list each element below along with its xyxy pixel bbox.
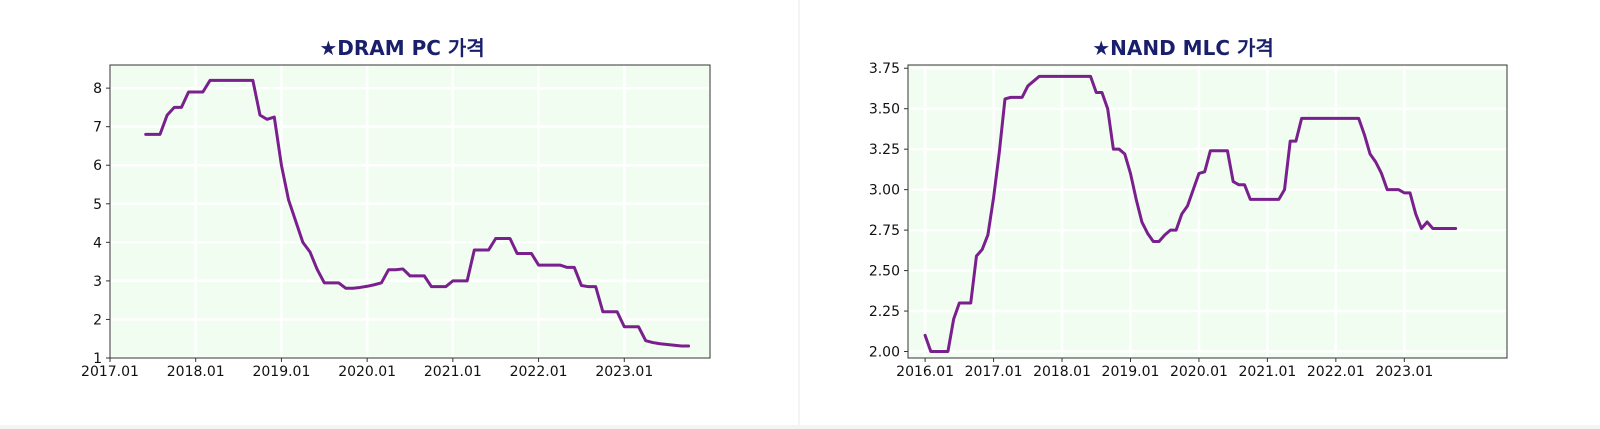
x-tick-label: 2019.01 <box>1102 364 1160 380</box>
chart-title: ★NAND MLC 가격 <box>1092 36 1274 60</box>
x-tick-label: 2022.01 <box>1307 364 1365 380</box>
plot-area <box>908 65 1507 358</box>
y-tick-label: 8 <box>93 81 102 97</box>
y-tick-label: 2.50 <box>869 264 900 280</box>
x-tick-label: 2023.01 <box>595 364 653 380</box>
nand-chart-panel: ★NAND MLC 가격 2.00 2.25 2.50 2.75 3.00 3.25 3.5… <box>800 0 1600 425</box>
y-tick-label: 1 <box>93 351 102 367</box>
x-tick-label: 2020.01 <box>1170 364 1228 380</box>
dram-chart-panel: ★DRAM PC 가격 1 2 3 4 5 6 7 8 2017.01 2018.01 2019.0… <box>0 0 798 425</box>
y-tick-label: 5 <box>93 197 102 213</box>
y-tick-label: 2.00 <box>869 345 900 361</box>
y-tick-label: 2.75 <box>869 223 900 239</box>
dram-price-chart: ★DRAM PC 가격 1 2 3 4 5 6 7 8 2017.01 2018.01 2019.0… <box>81 36 711 380</box>
price-series-line <box>144 78 691 348</box>
x-tick-label: 2016.01 <box>896 364 954 380</box>
chart-title: ★DRAM PC 가격 <box>319 36 484 60</box>
y-tick-label: 3.00 <box>869 183 900 199</box>
x-tick-label: 2019.01 <box>252 364 310 380</box>
y-tick-label: 2.25 <box>869 304 900 320</box>
plot-frame <box>907 64 1508 359</box>
x-tick-label: 2020.01 <box>338 364 396 380</box>
price-series-line <box>923 74 1458 354</box>
y-tick-label: 6 <box>93 158 102 174</box>
x-tick-label: 2018.01 <box>1033 364 1091 380</box>
y-tick-label: 3.50 <box>869 102 900 118</box>
y-tick-label: 4 <box>93 235 102 251</box>
x-tick-label: 2021.01 <box>424 364 482 380</box>
x-tick-label: 2018.01 <box>167 364 225 380</box>
y-tick-label: 7 <box>93 120 102 136</box>
y-tick-label: 3.75 <box>869 61 900 77</box>
plot-area <box>110 65 710 358</box>
nand-price-chart: ★NAND MLC 가격 2.00 2.25 2.50 2.75 3.00 3.25 3.5… <box>869 36 1508 380</box>
x-tick-label: 2021.01 <box>1238 364 1296 380</box>
x-tick-label: 2017.01 <box>965 364 1023 380</box>
x-tick-label: 2023.01 <box>1375 364 1433 380</box>
x-tick-label: 2022.01 <box>510 364 568 380</box>
y-tick-label: 2 <box>93 312 102 328</box>
y-tick-label: 3.25 <box>869 142 900 158</box>
plot-frame <box>109 64 711 359</box>
y-tick-label: 3 <box>93 274 102 290</box>
x-tick-label: 2017.01 <box>81 364 139 380</box>
